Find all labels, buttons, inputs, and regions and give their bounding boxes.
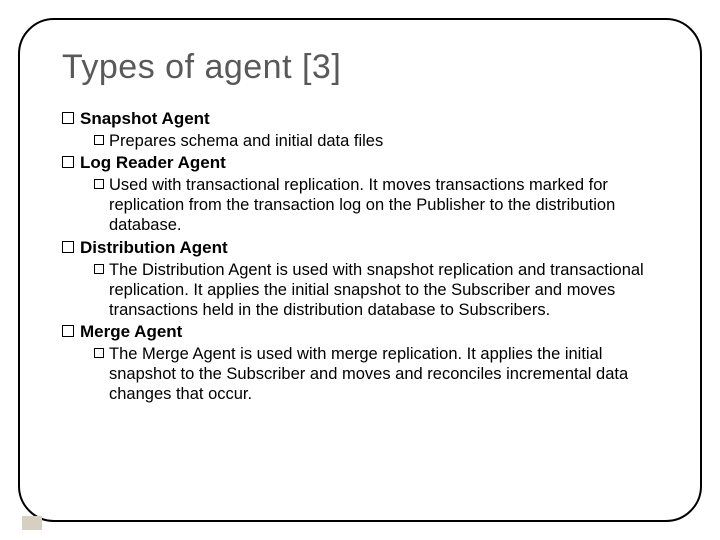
section-label-text: Distribution Agent [80, 238, 228, 258]
sub-bullet-icon [94, 179, 104, 189]
section-desc-text: The Distribution Agent is used with snap… [109, 260, 660, 320]
bullet-icon [62, 112, 74, 124]
section-description: The Distribution Agent is used with snap… [62, 260, 660, 320]
sub-bullet-icon [94, 348, 104, 358]
slide-frame: Types of agent [3] Snapshot Agent Prepar… [18, 18, 702, 522]
section-label-text: Log Reader Agent [80, 153, 226, 173]
section-description: Used with transactional replication. It … [62, 175, 660, 235]
slide-title: Types of agent [3] [62, 48, 660, 87]
section-description: Prepares schema and initial data files [62, 131, 660, 151]
bullet-icon [62, 156, 74, 168]
bullet-icon [62, 241, 74, 253]
sub-bullet-icon [94, 264, 104, 274]
sub-bullet-icon [94, 135, 104, 145]
page-indicator [22, 516, 42, 530]
section-heading: Distribution Agent [62, 238, 660, 258]
section-label-text: Merge Agent [80, 322, 182, 342]
section-label-text: Snapshot Agent [80, 109, 210, 129]
section-desc-text: The Merge Agent is used with merge repli… [109, 344, 660, 404]
section-heading: Snapshot Agent [62, 109, 660, 129]
section-desc-text: Used with transactional replication. It … [109, 175, 660, 235]
section-desc-text: Prepares schema and initial data files [109, 131, 660, 151]
bullet-icon [62, 325, 74, 337]
section-description: The Merge Agent is used with merge repli… [62, 344, 660, 404]
section-heading: Log Reader Agent [62, 153, 660, 173]
section-heading: Merge Agent [62, 322, 660, 342]
